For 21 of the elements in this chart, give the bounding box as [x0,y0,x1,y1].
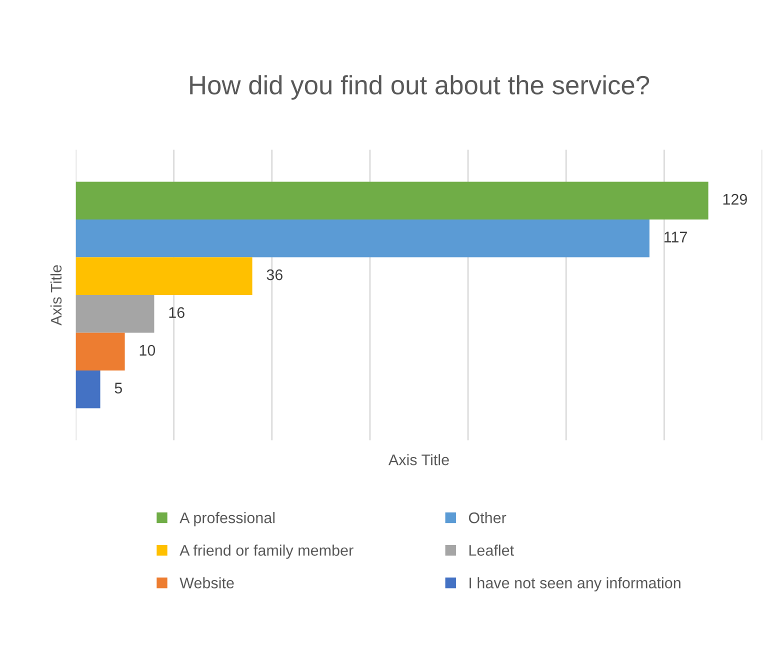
legend-label: I have not seen any information [470,577,680,592]
legend-label: Website [180,577,234,588]
bar [76,182,708,220]
data-label: 117 [664,232,687,242]
bar [76,294,154,333]
data-label: 5 [114,382,122,394]
data-label: 129 [723,194,747,205]
data-label: 36 [266,269,282,280]
chart-title: How did you find out about the service? [190,75,650,100]
bar [76,219,650,258]
legend-label: Other [468,512,506,524]
x-axis-title: Axis Title [388,454,449,466]
legend-label: A professional [180,512,275,526]
bar [76,370,100,408]
y-axis-title: Axis Title [50,265,62,326]
legend-label: A friend or family member [180,544,354,559]
bar [76,332,125,370]
data-label: 10 [140,344,156,356]
legend-label: Leaflet [469,544,514,556]
data-label: 16 [169,307,184,318]
bar [76,257,252,295]
